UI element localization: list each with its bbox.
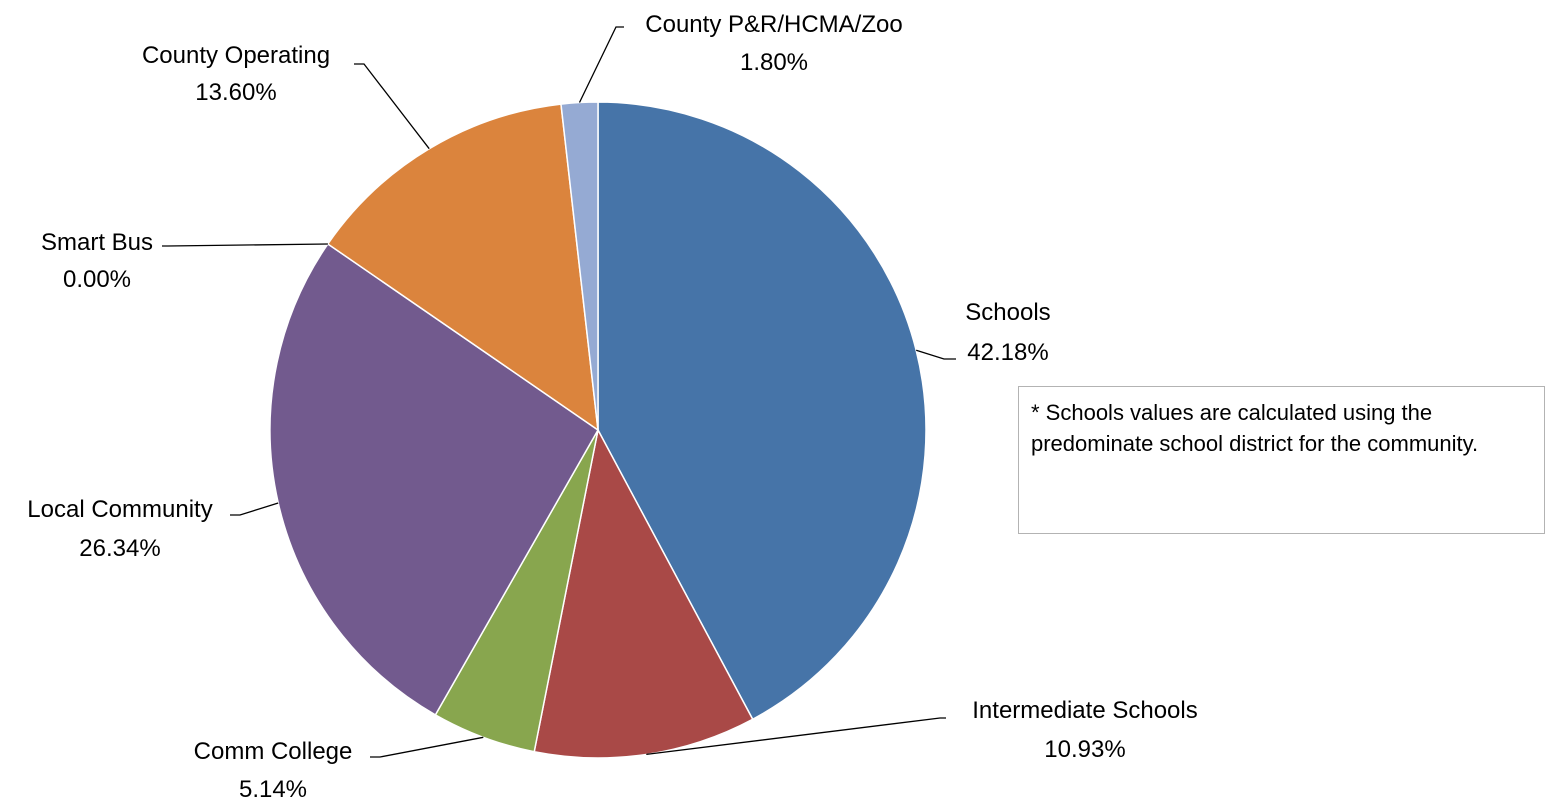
slice-value-county-operating: 13.60% [195, 79, 276, 106]
footnote-text: * Schools values are calculated using th… [1031, 400, 1479, 456]
slice-label-intermediate-schools: Intermediate Schools [972, 697, 1197, 724]
leader-line-intermediate-schools [646, 717, 946, 756]
slice-label-schools: Schools [965, 299, 1050, 326]
slice-value-comm-college: 5.14% [239, 776, 307, 803]
leader-line-county-p-r-hcma-zoo [578, 26, 624, 103]
slice-value-county-p-r-hcma-zoo: 1.80% [740, 49, 808, 76]
slice-label-smart-bus: Smart Bus [41, 229, 153, 256]
pie-slice-local-community [269, 242, 599, 716]
pie-slice-intermediate-schools [533, 427, 754, 759]
slice-value-smart-bus: 0.00% [63, 266, 131, 293]
pie-slices [269, 101, 927, 759]
leader-line-schools [916, 349, 956, 360]
pie-slice-schools [597, 101, 927, 721]
slice-value-local-community: 26.34% [79, 535, 160, 562]
slice-label-local-community: Local Community [27, 496, 212, 523]
leader-line-local-community [230, 502, 279, 516]
slice-labels: Schools 42.18% Intermediate Schools 10.93% C… [27, 11, 1197, 803]
leader-line-county-operating [354, 63, 430, 150]
leader-line-comm-college [370, 736, 484, 758]
leader-lines [162, 26, 956, 758]
pie-slice-county-p-r-hcma-zoo [560, 101, 599, 431]
slice-label-county-operating: County Operating [142, 42, 330, 69]
footnote-box: * Schools values are calculated using th… [1018, 386, 1545, 534]
pie-slice-county-operating [326, 103, 599, 432]
slice-label-county-p-r-hcma-zoo: County P&R/HCMA/Zoo [645, 11, 902, 38]
slice-value-schools: 42.18% [967, 339, 1048, 366]
slice-label-comm-college: Comm College [194, 738, 353, 765]
slice-value-intermediate-schools: 10.93% [1044, 736, 1125, 763]
leader-line-smart-bus [162, 243, 328, 247]
